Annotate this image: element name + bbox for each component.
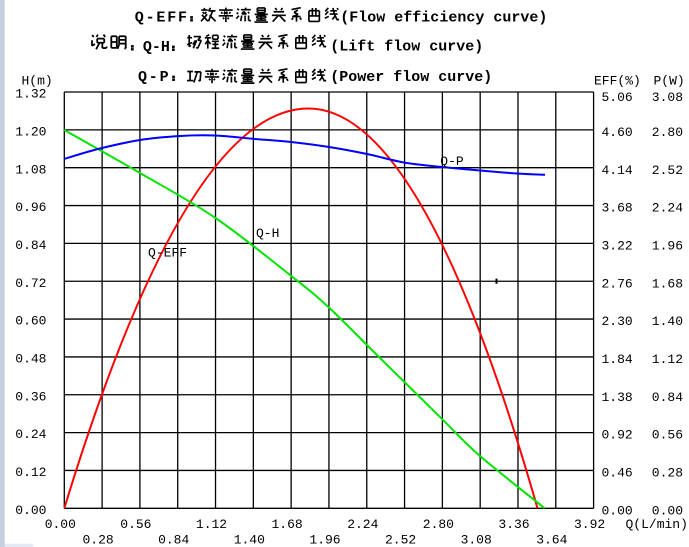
svg-text:1.96: 1.96 xyxy=(652,239,683,254)
svg-text:1.20: 1.20 xyxy=(15,124,46,139)
svg-text:2.52: 2.52 xyxy=(652,163,683,178)
svg-text:3.08: 3.08 xyxy=(652,90,683,105)
svg-text:1.12: 1.12 xyxy=(652,352,683,367)
svg-text:0.84: 0.84 xyxy=(652,390,683,405)
svg-text:0.00: 0.00 xyxy=(652,503,683,518)
svg-text:EFF(%): EFF(%) xyxy=(594,74,641,89)
svg-text:4.60: 4.60 xyxy=(602,125,633,140)
svg-text:2.52: 2.52 xyxy=(385,532,416,547)
svg-text:0.00: 0.00 xyxy=(15,503,46,518)
svg-text:0.36: 0.36 xyxy=(15,389,46,404)
svg-text:H(m): H(m) xyxy=(22,74,53,89)
svg-text:0.84: 0.84 xyxy=(158,532,189,547)
svg-text:P(W): P(W) xyxy=(654,74,685,89)
svg-text:0.60: 0.60 xyxy=(15,314,46,329)
svg-text:Q-EFF: Q-EFF xyxy=(148,246,187,261)
svg-text:1.96: 1.96 xyxy=(309,532,340,547)
svg-text:2.80: 2.80 xyxy=(652,125,683,140)
svg-text:2.76: 2.76 xyxy=(602,276,633,291)
svg-text:1.68: 1.68 xyxy=(652,276,683,291)
svg-text:2.30: 2.30 xyxy=(602,314,633,329)
svg-text:1.32: 1.32 xyxy=(15,87,46,102)
svg-text:(Power flow curve): (Power flow curve) xyxy=(330,69,492,86)
svg-text:0.00: 0.00 xyxy=(602,503,633,518)
svg-text:0.84: 0.84 xyxy=(15,238,46,253)
svg-text:Q-H: Q-H xyxy=(143,39,170,56)
svg-text:3.08: 3.08 xyxy=(461,532,492,547)
svg-text:3.36: 3.36 xyxy=(498,517,529,532)
svg-text:0.48: 0.48 xyxy=(15,352,46,367)
svg-text:Q-P: Q-P xyxy=(138,69,170,86)
svg-text:2.24: 2.24 xyxy=(652,201,683,216)
svg-text:0.28: 0.28 xyxy=(652,466,683,481)
svg-text:0.00: 0.00 xyxy=(45,517,76,532)
svg-text:0.28: 0.28 xyxy=(82,532,113,547)
svg-text:0.56: 0.56 xyxy=(120,517,151,532)
svg-text:0.56: 0.56 xyxy=(652,428,683,443)
svg-text:0.92: 0.92 xyxy=(602,428,633,443)
svg-text:Q(L/min): Q(L/min) xyxy=(626,517,688,532)
svg-text:1.40: 1.40 xyxy=(652,314,683,329)
svg-text:5.06: 5.06 xyxy=(602,90,633,105)
svg-text:Q-H: Q-H xyxy=(256,226,279,241)
svg-text:2.24: 2.24 xyxy=(347,517,378,532)
svg-text:0.46: 0.46 xyxy=(602,466,633,481)
svg-text:0.72: 0.72 xyxy=(15,276,46,291)
svg-text:1.84: 1.84 xyxy=(602,352,633,367)
svg-text:1.40: 1.40 xyxy=(234,532,265,547)
svg-text:1.68: 1.68 xyxy=(271,517,302,532)
svg-text:3.22: 3.22 xyxy=(602,239,633,254)
svg-text:3.68: 3.68 xyxy=(602,201,633,216)
svg-text:0.24: 0.24 xyxy=(15,427,46,442)
svg-text:3.92: 3.92 xyxy=(574,517,605,532)
svg-text:Q-P: Q-P xyxy=(440,154,464,169)
svg-text:(Flow efficiency curve): (Flow efficiency curve) xyxy=(340,10,547,27)
svg-text:1.08: 1.08 xyxy=(15,162,46,177)
svg-text:1.38: 1.38 xyxy=(602,390,633,405)
svg-text:4.14: 4.14 xyxy=(602,163,633,178)
svg-text:0.12: 0.12 xyxy=(15,465,46,480)
svg-text:1.12: 1.12 xyxy=(196,517,227,532)
svg-text:Q-EFF: Q-EFF xyxy=(135,10,189,27)
svg-text:2.80: 2.80 xyxy=(423,517,454,532)
svg-text:3.64: 3.64 xyxy=(536,532,567,547)
svg-text:0.96: 0.96 xyxy=(15,200,46,215)
svg-text:(Lift flow curve): (Lift flow curve) xyxy=(330,39,483,56)
